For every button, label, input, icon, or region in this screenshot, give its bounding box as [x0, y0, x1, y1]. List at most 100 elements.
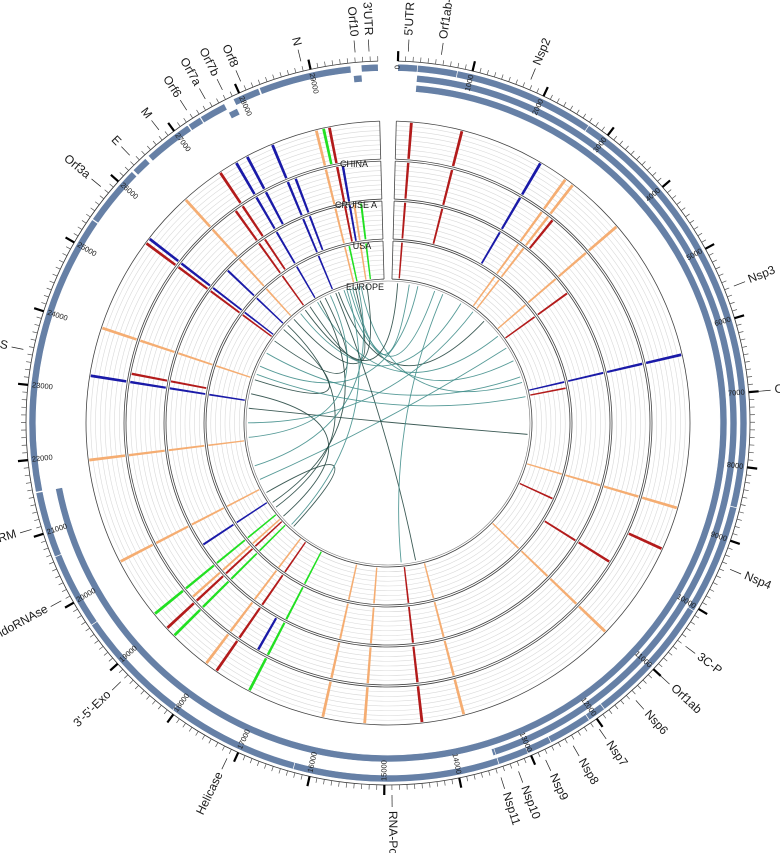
minor-tick [73, 233, 79, 237]
mutation-bar [401, 202, 407, 239]
gene-label: Orf3a [61, 151, 93, 181]
minor-tick [81, 621, 86, 625]
major-tick [748, 390, 759, 394]
mutation-bar [212, 287, 243, 311]
gene-label: E [109, 133, 125, 148]
mutation-bar [336, 166, 346, 203]
gene-label: N [289, 36, 305, 48]
gene-band [147, 124, 192, 162]
minor-tick [338, 781, 340, 787]
minor-tick [502, 766, 505, 772]
mutation-bar [443, 640, 455, 676]
minor-tick [734, 526, 740, 529]
gene-band [353, 74, 363, 84]
minor-tick [729, 301, 735, 305]
minor-tick [690, 621, 695, 625]
major-tick [64, 601, 75, 609]
minor-tick [671, 195, 677, 199]
track-end [392, 201, 395, 240]
mutation-bar [363, 687, 369, 724]
link-ribbon [335, 292, 417, 561]
tick-label: 7000 [728, 387, 745, 397]
mutation-bar [210, 290, 241, 314]
minor-tick [316, 62, 319, 68]
mutation-bar [229, 601, 254, 632]
mutation-bar [271, 144, 288, 179]
mutation-bar [492, 522, 520, 549]
mutation-bar [359, 243, 367, 280]
mutation-bar [433, 601, 445, 638]
link-ribbon [351, 284, 410, 355]
mutation-bar [242, 314, 273, 338]
major-tick [167, 122, 175, 132]
gene-label-leader [500, 777, 505, 789]
minor-tick [743, 489, 749, 492]
track-end [381, 201, 384, 240]
tick-label: 27000 [173, 131, 193, 153]
minor-tick [736, 518, 742, 521]
minor-tick [732, 309, 738, 312]
grid-circle [158, 194, 618, 653]
minor-tick [747, 376, 753, 378]
minor-tick [177, 122, 181, 127]
minor-tick [712, 259, 717, 263]
minor-tick [294, 67, 297, 73]
minor-tick [536, 88, 540, 94]
minor-tick [636, 155, 641, 160]
minor-tick [551, 745, 555, 751]
minor-tick [257, 79, 261, 85]
minor-tick [103, 652, 109, 656]
minor-tick [556, 98, 560, 104]
grid-circle [119, 154, 657, 692]
minor-tick [229, 91, 233, 97]
major-tick [110, 173, 120, 183]
minor-tick [129, 679, 134, 684]
minor-tick [339, 59, 341, 65]
mutation-bar [519, 211, 543, 242]
gene-label: 5'UTR [401, 1, 417, 36]
minor-tick [523, 758, 527, 764]
mutation-bar [89, 454, 126, 462]
mutation-bar [168, 444, 205, 452]
mutation-bar [453, 679, 466, 715]
mutation-bar [180, 262, 211, 287]
mutation-bar [322, 128, 333, 165]
track-inner-edge [163, 198, 613, 648]
mutation-bar [230, 552, 258, 580]
mutation-bar [578, 541, 610, 563]
minor-tick [601, 126, 605, 132]
minor-tick [544, 749, 548, 754]
minor-tick [65, 595, 71, 599]
minor-tick [705, 595, 711, 599]
minor-tick [642, 679, 647, 684]
minor-tick [637, 685, 642, 690]
minor-tick [278, 768, 281, 774]
major-tick [458, 777, 463, 788]
gene-label: M [138, 105, 155, 122]
grid-circle [224, 259, 552, 587]
minor-tick [727, 547, 733, 550]
mutation-bar [308, 215, 324, 251]
grid-circle [179, 215, 597, 632]
mutation-bar [365, 243, 372, 280]
axis-circle [25, 60, 751, 786]
mutation-bar [544, 520, 576, 542]
mutation-bar [170, 380, 207, 390]
minor-tick [743, 353, 749, 356]
grid-circle [189, 224, 587, 622]
mutation-bar [334, 208, 345, 244]
minor-tick [608, 709, 613, 714]
minor-tick [625, 145, 629, 150]
gene-label: Helicase [193, 769, 226, 817]
mutation-bar [285, 586, 304, 620]
minor-tick [222, 94, 226, 100]
major-tick [233, 752, 240, 763]
minor-tick [55, 266, 61, 270]
major-tick [471, 61, 476, 72]
gene-label-leader [518, 771, 524, 783]
minor-tick [668, 651, 673, 656]
minor-tick [630, 150, 635, 155]
grid-circle [114, 149, 662, 697]
minor-tick [94, 201, 100, 206]
mutation-bar [145, 242, 177, 266]
